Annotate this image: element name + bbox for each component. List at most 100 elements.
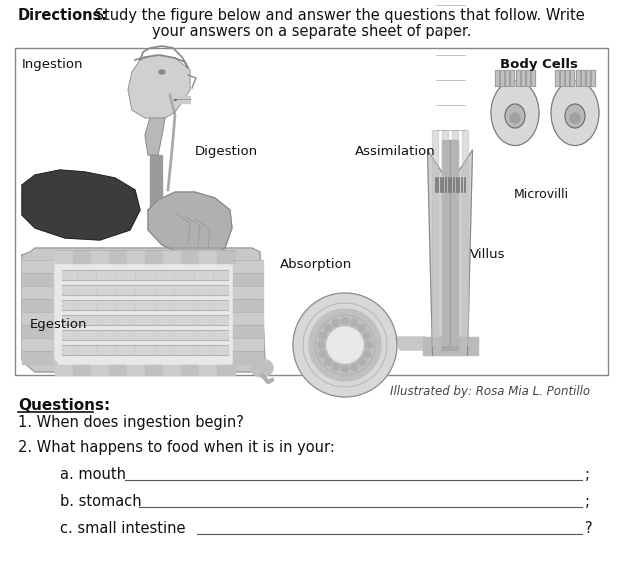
Text: Study the figure below and answer the questions that follow. Write: Study the figure below and answer the qu… [90, 8, 585, 23]
Circle shape [359, 358, 366, 365]
Circle shape [351, 319, 358, 327]
Polygon shape [217, 365, 235, 375]
Circle shape [341, 365, 349, 373]
Polygon shape [55, 365, 73, 375]
Polygon shape [432, 130, 438, 345]
Polygon shape [233, 260, 263, 273]
Polygon shape [163, 365, 181, 375]
Polygon shape [109, 365, 127, 375]
Polygon shape [22, 299, 52, 312]
Polygon shape [395, 337, 430, 350]
Circle shape [327, 327, 363, 363]
Polygon shape [233, 325, 263, 338]
Circle shape [332, 319, 339, 327]
Text: Illustrated by: Rosa Mia L. Pontillo: Illustrated by: Rosa Mia L. Pontillo [390, 385, 590, 398]
Ellipse shape [505, 104, 525, 128]
Polygon shape [199, 365, 217, 375]
Text: Questions:: Questions: [18, 398, 110, 413]
Polygon shape [576, 70, 579, 86]
Polygon shape [571, 70, 574, 86]
Polygon shape [181, 250, 199, 263]
Polygon shape [145, 365, 163, 375]
Text: a. mouth: a. mouth [60, 467, 131, 482]
Polygon shape [233, 351, 263, 364]
Polygon shape [148, 192, 232, 258]
Circle shape [309, 309, 381, 381]
Text: 1. When does ingestion begin?: 1. When does ingestion begin? [18, 415, 244, 430]
Ellipse shape [159, 70, 165, 74]
Polygon shape [150, 155, 162, 215]
Polygon shape [495, 70, 499, 86]
Ellipse shape [565, 104, 585, 128]
Polygon shape [128, 55, 190, 118]
Polygon shape [516, 70, 519, 86]
Polygon shape [109, 250, 127, 263]
Polygon shape [22, 338, 52, 351]
Polygon shape [163, 250, 181, 263]
Polygon shape [233, 338, 263, 351]
Polygon shape [55, 250, 73, 263]
Text: Directions:: Directions: [18, 8, 108, 23]
Polygon shape [177, 96, 190, 103]
Text: Ingestion: Ingestion [22, 58, 84, 71]
Polygon shape [145, 250, 163, 263]
Polygon shape [511, 70, 514, 86]
Polygon shape [62, 345, 228, 355]
Text: Villus: Villus [470, 248, 506, 261]
Polygon shape [500, 70, 504, 86]
Polygon shape [233, 286, 263, 299]
Polygon shape [127, 365, 145, 375]
Ellipse shape [551, 81, 599, 145]
Text: Assimilation: Assimilation [355, 145, 436, 158]
Polygon shape [145, 118, 165, 155]
Text: your answers on a separate sheet of paper.: your answers on a separate sheet of pape… [152, 24, 472, 39]
Polygon shape [62, 285, 228, 295]
Text: 2. What happens to food when it is in your:: 2. What happens to food when it is in yo… [18, 440, 335, 455]
Circle shape [324, 324, 331, 332]
Text: Microvilli: Microvilli [514, 188, 569, 201]
FancyBboxPatch shape [15, 48, 608, 375]
Circle shape [510, 113, 520, 123]
Polygon shape [73, 250, 91, 263]
Polygon shape [62, 315, 228, 325]
Circle shape [332, 364, 339, 370]
Polygon shape [199, 250, 217, 263]
Text: b. stomach: b. stomach [60, 494, 146, 509]
Polygon shape [62, 330, 228, 340]
Polygon shape [442, 130, 448, 345]
Polygon shape [73, 365, 91, 375]
Polygon shape [531, 70, 535, 86]
Polygon shape [91, 250, 109, 263]
Text: c. small intestine: c. small intestine [60, 521, 190, 536]
Polygon shape [462, 130, 468, 345]
Ellipse shape [251, 359, 273, 377]
Polygon shape [452, 130, 458, 345]
Polygon shape [565, 70, 569, 86]
Polygon shape [233, 312, 263, 325]
Polygon shape [555, 70, 559, 86]
Polygon shape [62, 300, 228, 310]
Polygon shape [91, 365, 109, 375]
Circle shape [293, 293, 397, 397]
Polygon shape [581, 70, 585, 86]
Polygon shape [22, 351, 52, 364]
Polygon shape [22, 170, 140, 240]
Text: Body Cells: Body Cells [500, 58, 578, 71]
Circle shape [319, 351, 326, 358]
Polygon shape [505, 70, 509, 86]
Polygon shape [22, 286, 52, 299]
Circle shape [366, 342, 372, 349]
Text: Digestion: Digestion [195, 145, 258, 158]
Circle shape [359, 324, 366, 332]
Circle shape [319, 332, 326, 339]
Circle shape [351, 364, 358, 370]
Polygon shape [22, 273, 52, 286]
Polygon shape [233, 273, 263, 286]
Text: Absorption: Absorption [280, 258, 352, 271]
Text: ;: ; [585, 494, 590, 509]
Circle shape [364, 351, 371, 358]
Polygon shape [181, 365, 199, 375]
Polygon shape [233, 299, 263, 312]
Polygon shape [422, 337, 478, 355]
Text: ;: ; [585, 467, 590, 482]
